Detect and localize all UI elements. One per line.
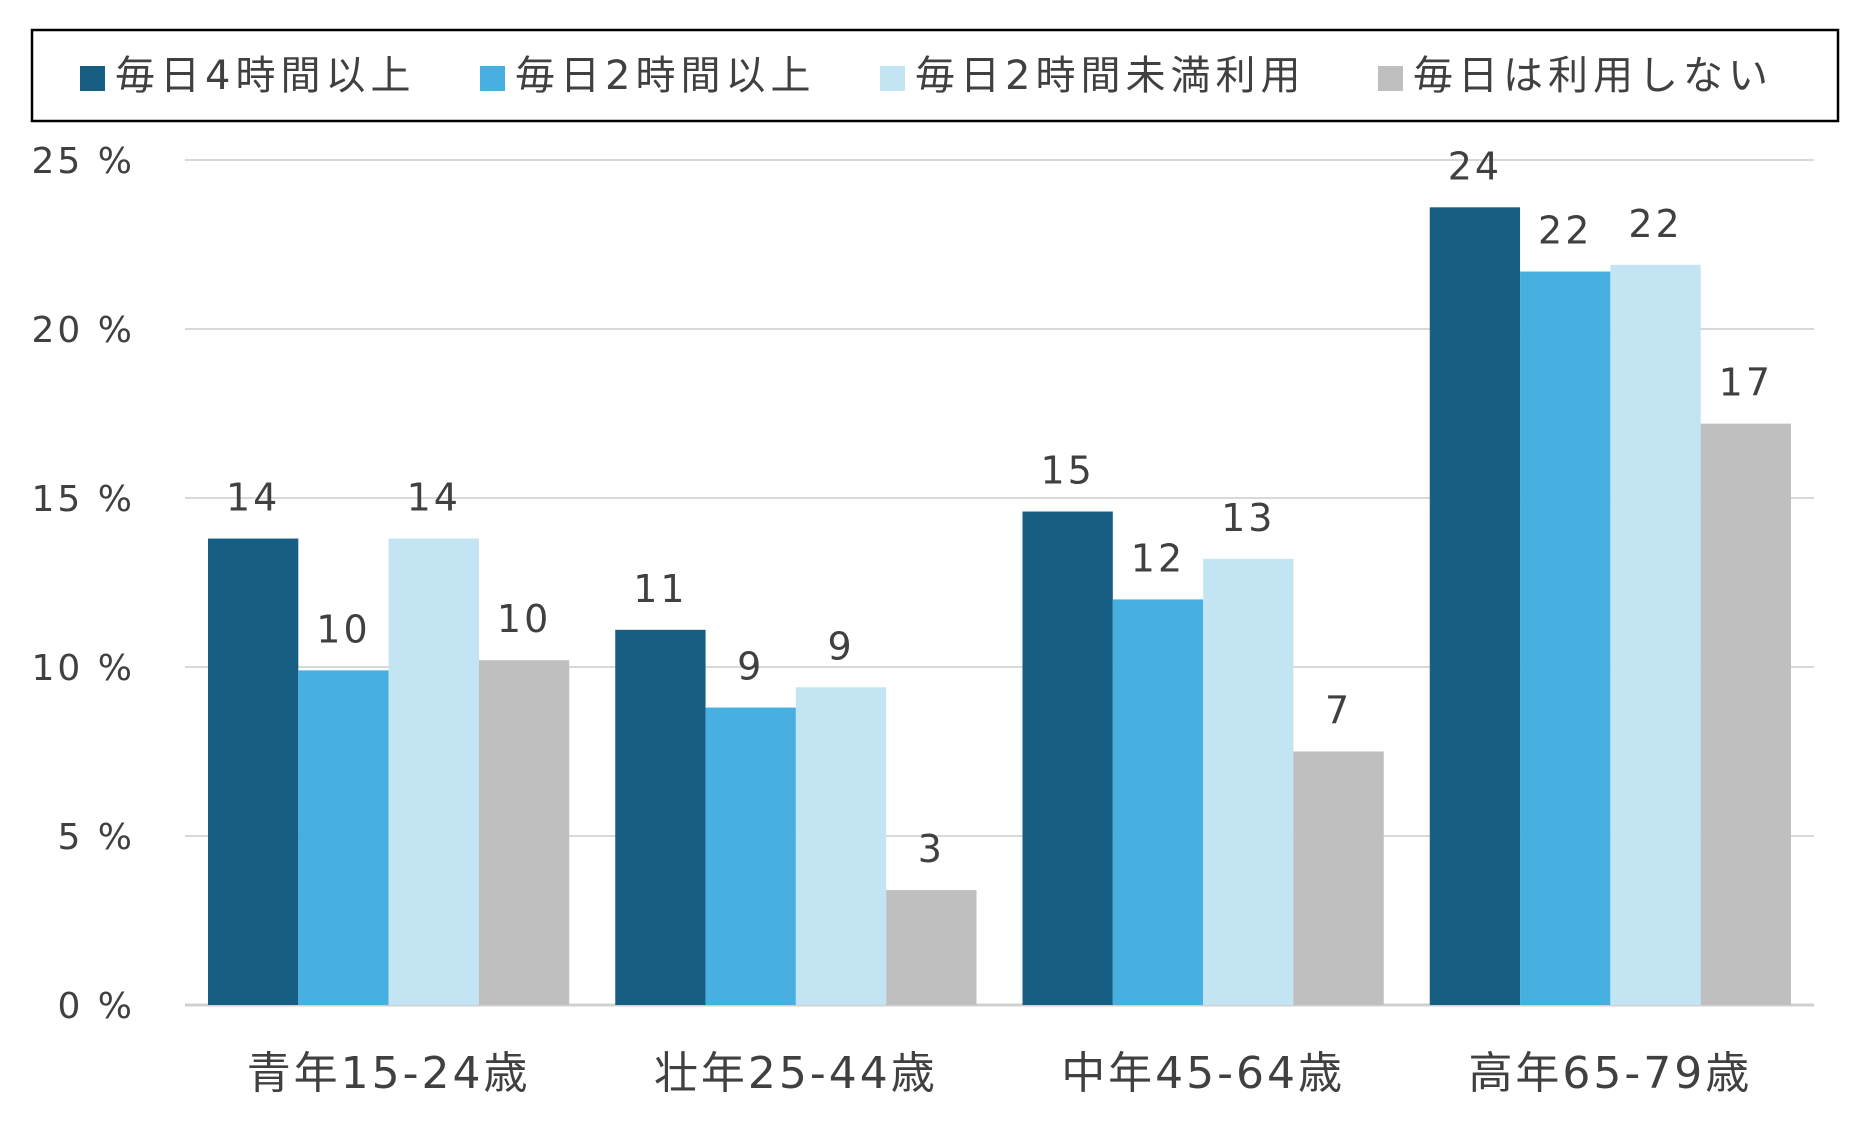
legend-swatch: [1378, 66, 1403, 91]
legend-label: 毎日は利用しない: [1413, 53, 1773, 99]
data-label: 9: [827, 624, 854, 668]
data-label: 24: [1448, 144, 1502, 188]
data-label: 14: [407, 476, 461, 520]
y-tick-label: 5 %: [57, 817, 135, 858]
bar: [795, 687, 887, 1005]
data-label: 17: [1719, 361, 1773, 405]
bar: [615, 629, 706, 1005]
legend-swatch: [80, 66, 105, 91]
legend-swatch: [480, 66, 505, 91]
bar: [1429, 207, 1521, 1005]
data-label: 7: [1325, 689, 1352, 733]
bar: [1520, 271, 1611, 1005]
x-tick-label: 壮年25-44歳: [654, 1048, 938, 1099]
bar: [1112, 599, 1204, 1005]
bar: [388, 538, 479, 1005]
bar: [478, 660, 570, 1005]
bar: [886, 890, 977, 1005]
data-label: 22: [1538, 209, 1592, 253]
bar: [1700, 423, 1791, 1005]
y-tick-label: 15 %: [32, 479, 135, 520]
legend-label: 毎日2時間未満利用: [915, 53, 1305, 99]
x-tick-label: 高年65-79歳: [1468, 1048, 1752, 1099]
data-label: 15: [1040, 449, 1094, 493]
x-axis: 青年15-24歳 壮年25-44歳 中年45-64歳 高年65-79歳: [247, 1048, 1752, 1099]
x-tick-label: 中年45-64歳: [1061, 1048, 1345, 1099]
y-tick-label: 20 %: [32, 310, 135, 351]
bar: [1203, 558, 1294, 1005]
x-tick-label: 青年15-24歳: [247, 1048, 531, 1099]
data-label: 10: [316, 607, 370, 651]
data-label: 9: [737, 645, 764, 689]
bars: [208, 207, 1791, 1005]
y-tick-label: 10 %: [32, 648, 135, 689]
legend-label: 毎日2時間以上: [515, 53, 815, 99]
data-label: 14: [226, 476, 280, 520]
y-tick-label: 25 %: [32, 141, 135, 182]
legend-swatch: [880, 66, 905, 91]
y-tick-label: 0 %: [57, 986, 135, 1027]
data-label: 3: [918, 827, 945, 871]
data-label: 13: [1221, 496, 1275, 540]
legend-frame: [30, 28, 1840, 123]
legend: 毎日4時間以上 毎日2時間以上 毎日2時間未満利用 毎日は利用しない: [30, 28, 1840, 123]
bar: [705, 707, 796, 1005]
data-label: 11: [633, 567, 687, 611]
bar: [1293, 751, 1384, 1005]
data-label: 10: [497, 597, 551, 641]
bar: [298, 670, 389, 1005]
bar: [208, 538, 299, 1005]
bar: [1022, 511, 1113, 1005]
data-labels: 14 10 14 10 11 9 9 3 15 12 13 7 24 22 22 17: [226, 144, 1773, 871]
data-label: 12: [1131, 536, 1185, 580]
y-axis: 0 % 5 % 10 % 15 % 20 % 25 %: [32, 141, 135, 1027]
data-label: 22: [1628, 202, 1682, 246]
legend-label: 毎日4時間以上: [115, 53, 415, 99]
bar: [1610, 264, 1701, 1005]
